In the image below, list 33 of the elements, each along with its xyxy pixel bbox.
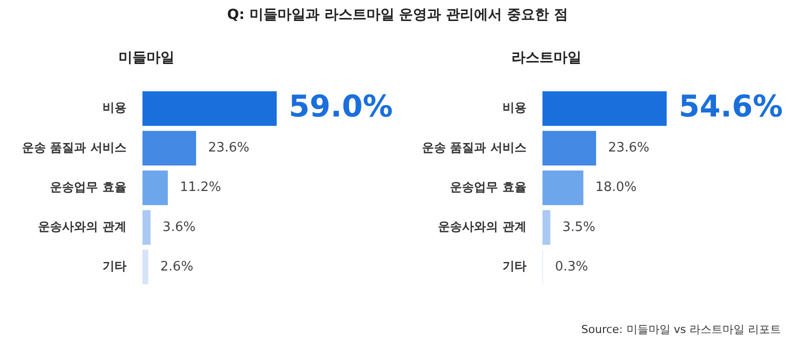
bar xyxy=(142,130,196,166)
y-tick-label: 운송업무 효율 xyxy=(50,180,126,194)
y-tick-label: 기타 xyxy=(102,259,126,274)
text: Q: 미들마일과 라스트마일 운영과 관리에서 중요한 점 xyxy=(226,6,569,24)
data-label: 54.6% xyxy=(678,89,783,124)
data-label: 59.0% xyxy=(288,89,393,124)
chart-title: 미들마일 xyxy=(118,50,174,66)
y-tick-label: 운송 품질과 서비스 xyxy=(422,140,526,154)
data-label: 11.2% xyxy=(180,180,222,196)
bar xyxy=(142,170,168,206)
data-label: 3.5% xyxy=(562,220,596,235)
data-label: 18.0% xyxy=(595,180,637,196)
bar xyxy=(542,91,667,126)
bar xyxy=(142,91,277,126)
data-label: 0.3% xyxy=(555,259,588,274)
y-tick-label: 비용 xyxy=(102,100,126,115)
y-tick-label: 운송사와의 관계 xyxy=(38,220,126,234)
data-label: 3.6% xyxy=(162,220,196,235)
data-label: 23.6% xyxy=(608,140,650,156)
bar xyxy=(542,130,596,166)
y-tick-label: 운송업무 효율 xyxy=(450,180,526,194)
bar xyxy=(142,210,151,245)
y-tick-label: 비용 xyxy=(502,100,526,115)
data-label: 23.6% xyxy=(208,140,250,156)
y-tick-label: 운송사와의 관계 xyxy=(438,220,526,234)
data-label: 2.6% xyxy=(160,259,194,274)
y-tick-label: 기타 xyxy=(502,259,526,274)
y-tick-label: 운송 품질과 서비스 xyxy=(22,140,126,154)
bar xyxy=(142,250,148,284)
bar xyxy=(542,170,584,206)
chart-title: 라스트마일 xyxy=(512,50,582,66)
bar xyxy=(542,210,550,245)
source-note: Source: 미들마일 vs 라스트마일 리포트 xyxy=(581,322,781,337)
